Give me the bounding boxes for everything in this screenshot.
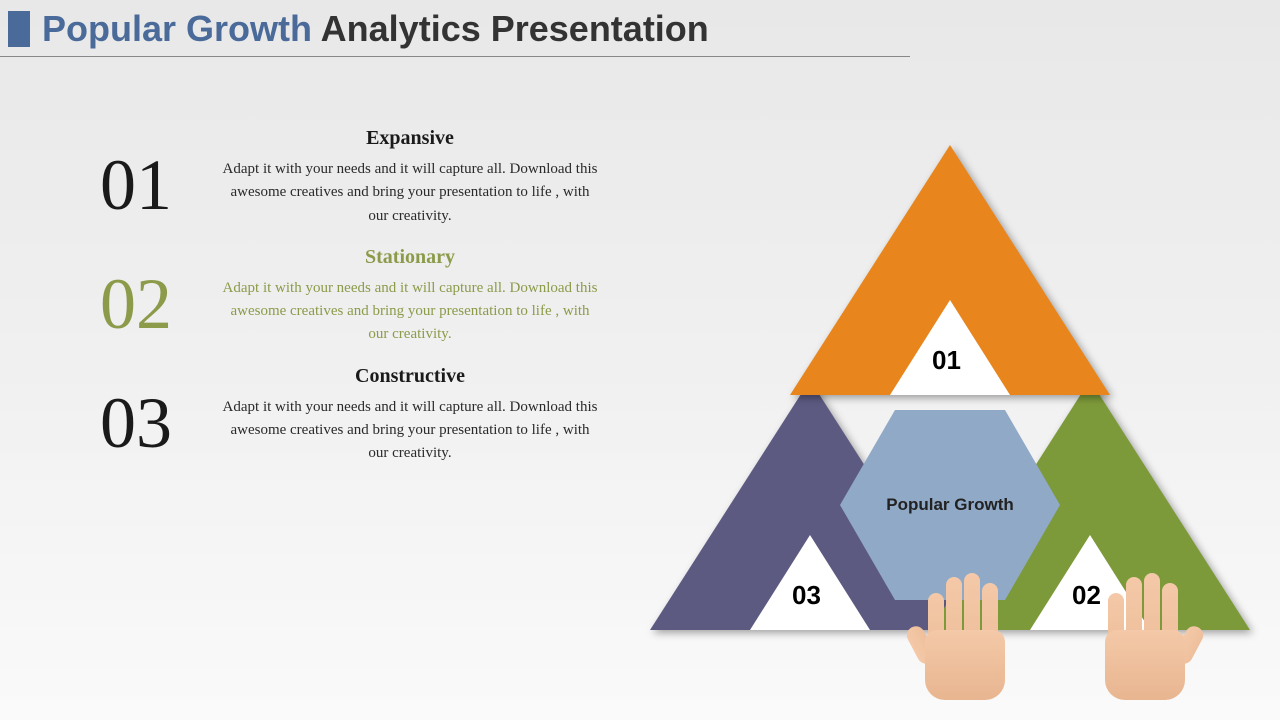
slide-title: Popular Growth Analytics Presentation [42, 8, 709, 50]
hands-graphic [910, 560, 1200, 700]
left-hand-icon [910, 560, 1020, 700]
title-rest: Analytics Presentation [312, 8, 709, 49]
item-body: Constructive Adapt it with your needs an… [220, 365, 600, 466]
item-number: 01 [100, 127, 220, 221]
item-heading: Constructive [220, 365, 600, 388]
item-text: Adapt it with your needs and it will cap… [220, 277, 600, 347]
header-accent-block [8, 11, 30, 47]
right-hand-icon [1090, 560, 1200, 700]
triangle-03-label: 03 [792, 580, 821, 611]
triangle-01-label: 01 [932, 345, 961, 376]
triangle-diagram: 03 02 Popular Growth 01 [640, 140, 1260, 700]
item-heading: Expansive [220, 127, 600, 150]
item-body: Expansive Adapt it with your needs and i… [220, 127, 600, 228]
item-text: Adapt it with your needs and it will cap… [220, 158, 600, 228]
items-list: 01 Expansive Adapt it with your needs an… [100, 127, 600, 483]
hexagon-label: Popular Growth [886, 495, 1014, 515]
title-accent: Popular Growth [42, 8, 312, 49]
item-heading: Stationary [220, 246, 600, 269]
slide-header: Popular Growth Analytics Presentation [0, 0, 910, 57]
item-number: 03 [100, 365, 220, 459]
item-body: Stationary Adapt it with your needs and … [220, 246, 600, 347]
list-item: 03 Constructive Adapt it with your needs… [100, 365, 600, 466]
list-item: 02 Stationary Adapt it with your needs a… [100, 246, 600, 347]
list-item: 01 Expansive Adapt it with your needs an… [100, 127, 600, 228]
item-text: Adapt it with your needs and it will cap… [220, 396, 600, 466]
item-number: 02 [100, 246, 220, 340]
